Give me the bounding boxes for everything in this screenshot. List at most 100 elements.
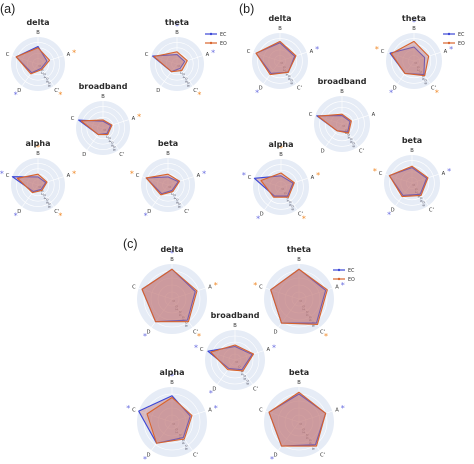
legend-marker-EC [337, 268, 341, 272]
radial-tick-label: 0.2 [416, 66, 420, 71]
radial-tick-label: 0.2 [175, 305, 179, 310]
radar-title: theta [165, 18, 189, 27]
radial-tick-label: 0.2 [302, 428, 306, 433]
radial-tick-label: 0.6 [419, 197, 423, 202]
significance-star: * [137, 112, 141, 121]
radial-tick-label: 0.2 [282, 66, 286, 71]
significance-star: * [72, 169, 76, 178]
radial-tick-label: 0.4 [42, 194, 46, 199]
radar-spoke [138, 287, 173, 300]
axis-label-B: B [410, 148, 414, 154]
legend-label-EO: EO [220, 41, 227, 47]
axis-label-D: D [259, 86, 263, 92]
radial-tick-label: 0.6 [181, 439, 185, 444]
significance-star: * [341, 281, 345, 290]
panel-label-c: (c) [123, 237, 138, 251]
significance-star: * [316, 171, 320, 180]
radial-tick-label: 0.2 [283, 192, 287, 197]
significance-star: * [324, 332, 328, 341]
radial-tick-label: 0 [299, 300, 303, 302]
radial-tick-label: 0.8 [290, 79, 294, 84]
radar-title: delta [26, 18, 49, 27]
significance-star: * [449, 45, 453, 54]
axis-label-C': C' [119, 152, 124, 158]
radial-tick-label: 0.8 [291, 205, 295, 210]
radial-tick-label: 0.2 [175, 428, 179, 433]
legend-marker-EC [447, 32, 451, 36]
radial-tick-label: 0 [412, 184, 416, 186]
significance-star: * [279, 144, 283, 153]
axis-label-C: C [200, 347, 204, 353]
radar-spoke [151, 184, 169, 208]
radial-tick-label: 0.8 [245, 380, 249, 385]
radar-spoke [160, 63, 178, 87]
series-polygon-EO [388, 165, 429, 198]
radar-title: broadband [211, 311, 260, 320]
radar-spoke [341, 115, 369, 125]
radar-spoke [21, 184, 39, 208]
radar-a-broadband: 0.80.60.40.2 0 A B C D C' * broadband [71, 82, 141, 158]
radar-spoke [254, 178, 282, 188]
axis-label-C': C' [320, 452, 325, 458]
radar-spoke [171, 287, 206, 300]
axis-label-A: A [208, 408, 212, 414]
significance-star: * [341, 404, 345, 413]
significance-star: * [435, 89, 439, 98]
axis-label-D: D [273, 452, 277, 458]
radar-title: beta [289, 368, 309, 377]
series-polygon-EO [255, 40, 297, 76]
radial-tick-label: 0 [168, 186, 172, 188]
significance-star: * [0, 169, 4, 178]
radar-spoke [37, 55, 64, 65]
significance-star: * [302, 215, 306, 224]
axis-label-D: D [273, 329, 277, 335]
radial-tick-label: 0.6 [175, 198, 179, 203]
radar-b-delta: 0.80.60.40.2 0 A B C D C' * * delta [247, 14, 319, 98]
axis-label-B: B [279, 152, 283, 158]
significance-star: * [72, 48, 76, 57]
axis-label-A: A [372, 112, 376, 118]
axis-label-B: B [170, 380, 174, 386]
series-polygon-EC [388, 167, 428, 197]
significance-star: * [14, 212, 18, 221]
axis-label-D: D [147, 209, 151, 215]
axis-label-C': C' [193, 452, 198, 458]
radial-tick-label: 0.6 [181, 316, 185, 321]
radial-tick-label: 0.6 [45, 77, 49, 82]
axis-label-B: B [36, 30, 40, 36]
series-polygon-EO [153, 51, 188, 73]
radar-spoke [325, 123, 343, 147]
axis-label-C': C' [54, 88, 59, 94]
axis-label-C': C' [359, 149, 364, 155]
radial-tick-label: 0.4 [240, 370, 244, 375]
significance-star: * [175, 22, 179, 31]
significance-star: * [270, 455, 274, 464]
radial-tick-label: 0 [38, 65, 42, 67]
axis-label-B: B [278, 26, 282, 32]
axis-label-D: D [156, 88, 160, 94]
significance-star: * [387, 211, 391, 220]
radial-tick-label: 0.8 [424, 79, 428, 84]
axis-label-C: C [6, 52, 10, 58]
radar-spoke [171, 298, 193, 328]
axis-label-A: A [197, 173, 201, 179]
radar-spoke [171, 421, 193, 451]
radial-tick-label: 0.4 [305, 434, 309, 439]
radar-spoke [37, 184, 55, 208]
axis-label-C': C' [193, 88, 198, 94]
radial-tick-label: 0.8 [184, 322, 188, 327]
axis-label-C': C' [297, 86, 302, 92]
legends: EC EO EC EO EC EO [205, 32, 465, 283]
radial-tick-label: 0.8 [47, 203, 51, 208]
axis-label-B: B [297, 257, 301, 263]
significance-star: * [373, 167, 377, 176]
radar-title: alpha [269, 140, 294, 149]
radar-spoke [265, 410, 300, 423]
axis-label-D: D [17, 209, 21, 215]
